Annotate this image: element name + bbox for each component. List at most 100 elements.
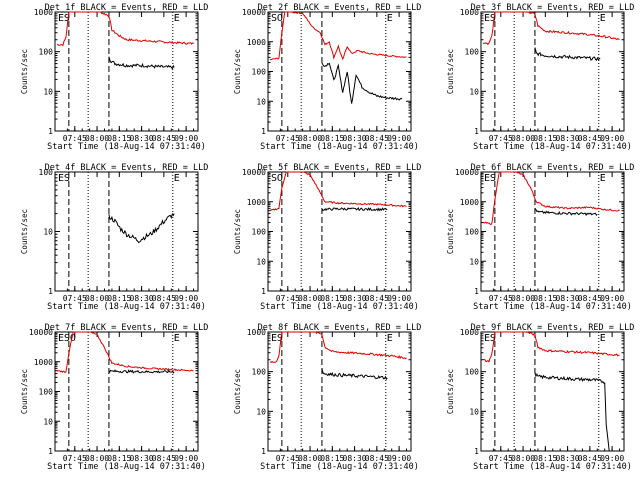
- xtick-label: 07:45: [276, 294, 300, 303]
- xtick-label: 08:15: [107, 454, 131, 463]
- events-series-line: [108, 56, 175, 70]
- xtick-label: 08:00: [85, 454, 109, 463]
- event-marker: E: [58, 173, 64, 184]
- ytick-label: 100: [39, 168, 54, 177]
- plot-frame: [267, 331, 412, 452]
- xtick-label: 08:45: [578, 454, 602, 463]
- y-axis-label: Counts/sec: [233, 209, 242, 254]
- x-axis-label: Start Time (18-Aug-14 07:31:40): [473, 302, 632, 312]
- xtick-label: 08:00: [85, 294, 109, 303]
- y-axis-label: Counts/sec: [20, 369, 29, 414]
- xtick-label: 08:00: [511, 294, 535, 303]
- event-marker: E: [174, 333, 180, 344]
- xtick-label: 08:15: [320, 134, 344, 143]
- event-marker: S: [271, 13, 277, 24]
- events-series-line: [321, 62, 403, 104]
- x-axis-label: Start Time (18-Aug-14 07:31:40): [473, 462, 632, 472]
- xtick-label: 08:45: [152, 294, 176, 303]
- ytick-label: 10: [469, 257, 479, 266]
- events-series-line: [108, 212, 175, 244]
- ytick-label: 1000: [460, 8, 479, 17]
- event-marker: E: [58, 13, 64, 24]
- y-axis-label: Counts/sec: [446, 209, 455, 254]
- ytick-label: 1000: [247, 38, 266, 47]
- ytick-label: 1: [48, 287, 53, 296]
- event-marker: E: [174, 13, 180, 24]
- ytick-label: 1: [261, 447, 266, 456]
- xtick-label: 07:45: [63, 134, 87, 143]
- plot-frame: [54, 11, 199, 132]
- xtick-label: 08:15: [533, 294, 557, 303]
- xtick-label: 08:30: [130, 134, 154, 143]
- xtick-label: 09:00: [600, 454, 624, 463]
- ytick-label: 1000: [34, 358, 53, 367]
- xtick-label: 08:00: [298, 294, 322, 303]
- panel-title: Det 9f BLACK = Events, RED = LLD: [471, 323, 635, 333]
- event-marker: S: [64, 13, 70, 24]
- panel-2: Det 2f BLACK = Events, RED = LLD 1 10 100 10…: [233, 3, 421, 152]
- panel-title: Det 1f BLACK = Events, RED = LLD: [45, 3, 209, 13]
- y-axis-label: Counts/sec: [20, 209, 29, 254]
- event-marker: E: [387, 333, 393, 344]
- events-series-line: [321, 367, 388, 381]
- xtick-label: 09:00: [387, 134, 411, 143]
- panel-7: Det 7f BLACK = Events, RED = LLD 1 10 100 10…: [20, 323, 208, 472]
- panel-title: Det 3f BLACK = Events, RED = LLD: [471, 3, 635, 13]
- ytick-label: 1: [261, 127, 266, 136]
- xtick-label: 08:45: [152, 134, 176, 143]
- xtick-label: 07:45: [489, 134, 513, 143]
- lld-series-line: [56, 11, 194, 47]
- lld-series-line: [482, 331, 620, 363]
- ytick-label: 10000: [242, 168, 266, 177]
- ytick-label: 10000: [29, 328, 53, 337]
- x-axis-label: Start Time (18-Aug-14 07:31:40): [47, 302, 206, 312]
- ytick-label: 10: [469, 87, 479, 96]
- event-marker: E: [387, 13, 393, 24]
- event-marker: E: [600, 13, 606, 24]
- ytick-label: 1: [474, 447, 479, 456]
- xtick-label: 08:00: [85, 134, 109, 143]
- xtick-label: 08:30: [343, 454, 367, 463]
- event-marker: S: [490, 13, 496, 24]
- xtick-label: 08:15: [533, 134, 557, 143]
- ytick-label: 1: [474, 287, 479, 296]
- ytick-label: 10: [43, 87, 53, 96]
- panel-title: Det 6f BLACK = Events, RED = LLD: [471, 163, 635, 173]
- ytick-label: 10000: [455, 168, 479, 177]
- event-marker: S: [490, 333, 496, 344]
- xtick-label: 07:45: [276, 454, 300, 463]
- xtick-label: 09:00: [387, 454, 411, 463]
- ytick-label: 10000: [242, 8, 266, 17]
- ytick-label: 1000: [34, 8, 53, 17]
- x-axis-label: Start Time (18-Aug-14 07:31:40): [260, 142, 419, 152]
- panel-9: Det 9f BLACK = Events, RED = LLD 1 10 100 10…: [446, 323, 634, 472]
- event-marker: O: [277, 13, 283, 24]
- xtick-label: 08:15: [320, 294, 344, 303]
- y-axis-label: Counts/sec: [233, 369, 242, 414]
- event-marker: S: [490, 173, 496, 184]
- ytick-label: 1000: [460, 198, 479, 207]
- xtick-label: 08:00: [511, 134, 535, 143]
- plot-frame: [480, 171, 625, 292]
- ytick-label: 10: [43, 228, 53, 237]
- events-series-line: [534, 207, 598, 217]
- plot-frame: [267, 171, 412, 292]
- events-series-line: [321, 207, 388, 212]
- event-marker: S: [64, 173, 70, 184]
- event-marker: E: [484, 333, 490, 344]
- ytick-label: 100: [252, 228, 267, 237]
- xtick-label: 08:15: [320, 454, 344, 463]
- ytick-label: 100: [39, 388, 54, 397]
- xtick-label: 08:15: [107, 294, 131, 303]
- xtick-label: 08:30: [343, 134, 367, 143]
- xtick-label: 08:45: [365, 294, 389, 303]
- xtick-label: 07:45: [489, 454, 513, 463]
- panel-8: Det 8f BLACK = Events, RED = LLD 1 10 100 10…: [233, 323, 421, 472]
- xtick-label: 08:30: [556, 294, 580, 303]
- y-axis-label: Counts/sec: [446, 49, 455, 94]
- event-marker: E: [58, 333, 64, 344]
- ytick-label: 1000: [460, 328, 479, 337]
- panel-6: Det 6f BLACK = Events, RED = LLD 1 10 100 10…: [446, 163, 634, 312]
- lld-series-line: [269, 171, 407, 211]
